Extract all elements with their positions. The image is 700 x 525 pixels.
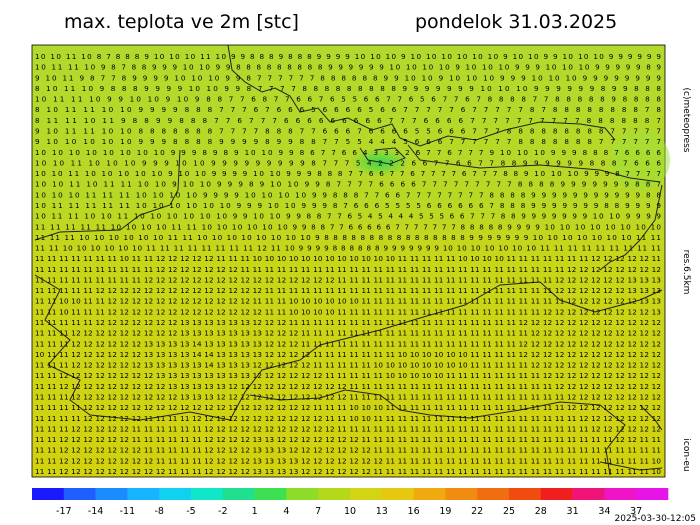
colorbar-segment — [540, 488, 573, 500]
colorbar-label: -8 — [154, 506, 163, 517]
value-row: 10 10 10 10 10 10 10 10 9 9 9 8 9 8 9 10… — [35, 148, 661, 157]
value-row: 11 11 11 11 11 11 11 10 11 11 12 12 12 1… — [35, 254, 661, 263]
colorbar-segment — [127, 488, 160, 500]
value-row: 11 11 11 12 12 12 12 12 12 12 12 12 13 1… — [35, 329, 661, 338]
colorbar-segment — [572, 488, 605, 500]
colorbar-segment — [95, 488, 128, 500]
resolution: res.6.5km — [681, 250, 691, 295]
title: max. teplota ve 2m [stc] — [64, 11, 299, 33]
colorbar-segment — [254, 488, 287, 500]
value-row: 11 11 12 12 12 12 12 12 12 12 12 11 11 1… — [35, 467, 661, 476]
colorbar-segment — [286, 488, 319, 500]
value-row: 8 10 11 11 10 10 9 9 9 9 8 8 8 7 7 7 6 7… — [35, 105, 661, 114]
colorbar-label: -17 — [56, 506, 72, 517]
value-row: 9 10 11 11 10 10 8 8 8 8 8 8 8 7 7 7 7 8… — [35, 126, 661, 135]
colorbar-segment — [445, 488, 478, 500]
value-row: 11 11 11 10 10 10 10 10 10 11 11 10 10 1… — [35, 233, 661, 242]
value-row: 11 11 10 10 11 11 12 12 12 12 12 12 12 1… — [35, 297, 661, 306]
value-row: 11 11 11 11 11 12 12 12 12 12 12 12 12 1… — [35, 286, 661, 295]
value-row: 10 10 11 10 10 10 9 9 9 10 10 9 9 9 9 9 … — [35, 158, 661, 167]
colorbar-label: -5 — [186, 506, 195, 517]
value-row: 11 11 12 12 12 12 12 12 12 12 12 13 13 1… — [35, 382, 661, 391]
date: pondelok 31.03.2025 — [415, 11, 617, 33]
value-row: 11 11 12 12 12 12 12 12 11 11 11 11 11 1… — [35, 435, 661, 444]
value-grid: 10 10 11 10 8 7 8 8 8 9 10 10 10 11 10 9… — [35, 52, 661, 476]
cold-area — [610, 130, 670, 190]
value-row: 9 10 10 10 10 10 9 9 9 8 8 8 8 9 9 9 9 8… — [35, 137, 661, 146]
model-name: icon-eu — [681, 438, 691, 471]
value-row: 11 11 11 11 12 12 12 12 12 11 11 11 11 1… — [35, 414, 661, 423]
colorbar-label: 34 — [598, 506, 610, 517]
value-row: 11 11 11 11 11 11 11 11 11 11 12 12 12 1… — [35, 265, 661, 274]
colorbar-segment — [381, 488, 414, 500]
value-row: 10 10 11 10 8 7 8 8 8 9 10 10 10 11 10 9… — [35, 52, 661, 61]
value-row: 10 10 11 10 10 10 10 10 9 10 10 9 9 9 9 … — [35, 169, 661, 178]
colorbar-segment — [63, 488, 96, 500]
value-row: 10 11 11 12 12 12 12 12 12 13 13 13 13 1… — [35, 350, 661, 359]
colorbar: -17 -14 -11 -8 -5 -2 1 4 7 10 13 16 19 22 25 28 31 34 37 — [32, 488, 669, 517]
value-row: 11 11 12 12 12 12 12 12 12 12 13 13 13 1… — [35, 371, 661, 380]
timestamp: 2025-03-30-12:05 — [615, 514, 697, 524]
colorbar-segment — [222, 488, 255, 500]
value-row: 11 11 12 12 12 12 12 12 12 11 11 11 11 1… — [35, 446, 661, 455]
value-row: 11 11 11 12 12 12 12 12 12 13 13 13 13 1… — [35, 361, 661, 370]
value-row: 11 11 11 11 11 11 11 11 11 12 12 12 12 1… — [35, 275, 661, 284]
colorbar-segment — [159, 488, 192, 500]
colorbar-label: 1 — [252, 506, 258, 517]
value-row: 9 10 11 9 8 7 7 8 9 9 9 9 10 10 10 9 9 8… — [35, 73, 661, 82]
copyright: (c)meteopress — [681, 88, 691, 153]
colorbar-label: -11 — [120, 506, 136, 517]
colorbar-segment — [477, 488, 510, 500]
value-row: 11 11 12 12 12 12 12 12 12 12 11 11 11 1… — [35, 456, 661, 465]
colorbar-label: -2 — [218, 506, 227, 517]
colorbar-label: 16 — [408, 506, 420, 517]
colorbar-segment — [636, 488, 669, 500]
colorbar-segment — [413, 488, 446, 500]
value-row: 11 11 11 11 12 12 12 12 12 12 12 12 12 1… — [35, 403, 661, 412]
map-area — [31, 44, 666, 478]
colorbar-label: 22 — [471, 506, 483, 517]
colorbar-label: 31 — [567, 506, 579, 517]
value-row: 11 11 11 12 12 12 12 12 12 12 12 12 13 1… — [35, 393, 661, 402]
colorbar-label: 10 — [344, 506, 356, 517]
colorbar-segment — [191, 488, 224, 500]
colorbar-segment — [509, 488, 542, 500]
colorbar-label: 7 — [315, 506, 321, 517]
colorbar-label: -14 — [88, 506, 104, 517]
value-row: 11 11 10 11 11 11 12 12 12 12 12 12 12 1… — [35, 307, 661, 316]
colorbar-segment — [318, 488, 351, 500]
colorbar-label: 28 — [535, 506, 547, 517]
colorbar-segment — [604, 488, 637, 500]
value-row: 11 11 11 11 11 10 10 10 10 11 11 10 10 1… — [35, 222, 661, 231]
colorbar-segment — [350, 488, 383, 500]
value-row: 10 11 11 10 9 8 7 8 8 9 9 9 10 10 9 9 8 … — [35, 63, 661, 72]
value-row: 10 11 11 10 9 9 10 10 9 10 9 8 8 7 7 6 8… — [35, 95, 661, 104]
colorbar-label: 13 — [376, 506, 388, 517]
colorbar-label: 4 — [283, 506, 289, 517]
borders — [34, 44, 663, 476]
value-row: 11 11 10 10 10 10 10 10 11 11 11 11 11 1… — [35, 244, 661, 253]
value-row: 11 11 11 12 12 12 12 12 11 11 11 11 11 1… — [35, 424, 661, 433]
value-row: 10 10 11 10 11 11 10 10 9 10 10 9 9 9 8 … — [35, 180, 661, 189]
colorbar-label: 37 — [630, 506, 642, 517]
colorbar-label: 19 — [439, 506, 451, 517]
value-row: 10 11 11 10 10 11 10 10 10 10 10 10 9 9 … — [35, 212, 661, 221]
value-row: 8 10 11 10 9 8 8 8 9 9 9 9 10 10 9 9 8 7… — [35, 84, 661, 93]
colorbar-label: 25 — [503, 506, 515, 517]
colorbar-segment — [32, 488, 65, 500]
value-row: 11 11 11 12 12 12 12 12 12 13 13 13 13 1… — [35, 339, 661, 348]
value-row: 11 11 11 11 11 12 12 12 12 12 12 12 13 1… — [35, 318, 661, 327]
